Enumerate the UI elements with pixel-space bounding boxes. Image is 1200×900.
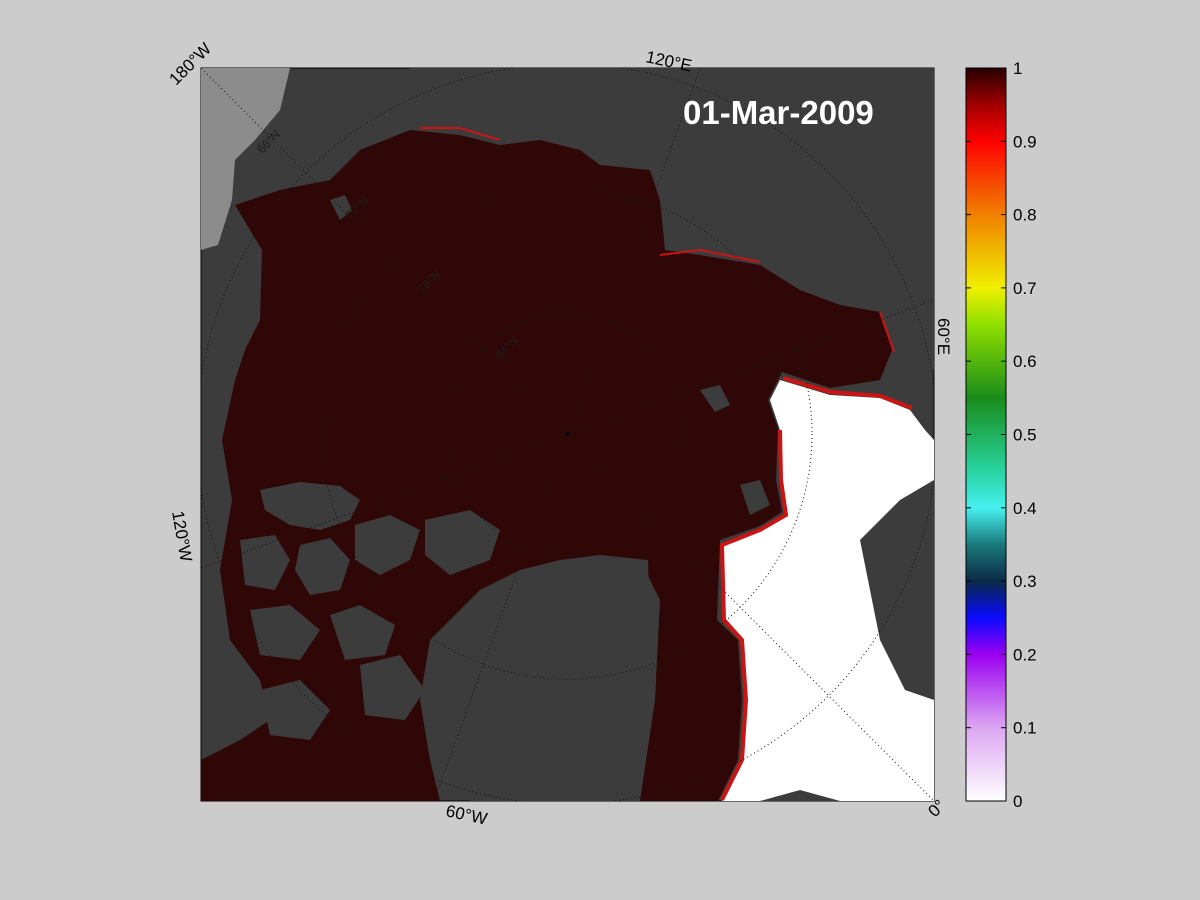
- colorbar: 0 0.1 0.2 0.3 0.4 0.5 0.6 0.7 0.8 0.9 1: [965, 59, 1037, 811]
- greenland-land: [440, 560, 660, 801]
- open-ocean: [722, 380, 934, 801]
- colorbar-tick-label: 0.4: [1013, 499, 1037, 518]
- land-masses: [240, 195, 934, 801]
- colorbar-tick-label: 0.1: [1013, 719, 1037, 738]
- colorbar-tick-label: 0.9: [1013, 132, 1037, 151]
- map-panel: 01-Mar-2009 66°N 72°N 78°N 84°N: [200, 67, 935, 802]
- colorbar-tick-label: 0.8: [1013, 206, 1037, 225]
- lon-label-120w: 120°W: [168, 509, 196, 563]
- colorbar-tick-label: 0: [1013, 792, 1022, 811]
- north-pole-marker: [565, 432, 569, 436]
- lon-label-60w: 60°W: [444, 801, 489, 828]
- eurasia-land: [410, 68, 934, 370]
- colorbar-gradient: [965, 67, 1007, 802]
- ice-edge: [719, 376, 913, 801]
- colorbar-tick-label: 0.6: [1013, 352, 1037, 371]
- map-date: 01-Mar-2009: [683, 94, 874, 131]
- coast-outline: [420, 127, 895, 353]
- colorbar-tick-label: 0.5: [1013, 426, 1037, 445]
- colorbar-ticks: 0 0.1 0.2 0.3 0.4 0.5 0.6 0.7 0.8 0.9 1: [966, 59, 1037, 811]
- colorbar-tick-label: 0.2: [1013, 645, 1037, 664]
- graticule: [201, 68, 934, 801]
- colorbar-tick-label: 0.7: [1013, 279, 1037, 298]
- lon-label-60e: 60°E: [934, 318, 953, 355]
- land-light-region: [201, 68, 290, 250]
- colorbar-tick-label: 1: [1013, 59, 1022, 78]
- colorbar-tick-label: 0.3: [1013, 572, 1037, 591]
